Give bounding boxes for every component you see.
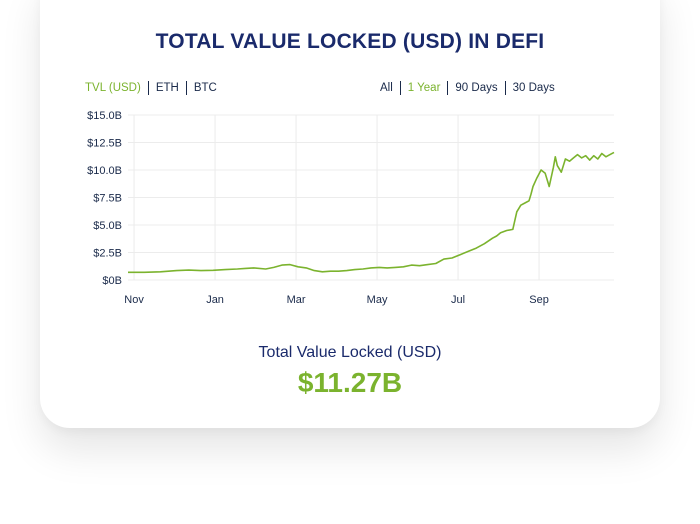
- y-tick-label: $0B: [102, 275, 122, 287]
- tab-separator: [447, 81, 449, 95]
- tab-1-year[interactable]: 1 Year: [407, 82, 441, 94]
- range-tabs: All 1 Year 90 Days 30 Days: [380, 81, 555, 95]
- y-tick-label: $5.0B: [93, 220, 122, 232]
- y-tick-label: $15.0B: [87, 110, 122, 122]
- tab-separator: [185, 81, 187, 95]
- tab-90-days[interactable]: 90 Days: [455, 82, 498, 94]
- tab-tvl-usd[interactable]: TVL (USD): [85, 82, 141, 94]
- tab-eth[interactable]: ETH: [155, 82, 179, 94]
- y-tick-label: $2.5B: [93, 248, 122, 260]
- tab-separator: [504, 81, 506, 95]
- page-title: TOTAL VALUE LOCKED (USD) IN DEFI: [155, 30, 545, 53]
- x-tick-label: Jul: [451, 294, 465, 306]
- tab-separator: [399, 81, 401, 95]
- x-tick-label: May: [367, 294, 388, 306]
- x-tick-label: Sep: [529, 294, 549, 306]
- x-tick-label: Nov: [124, 294, 144, 306]
- tab-30-days[interactable]: 30 Days: [512, 82, 555, 94]
- summary-value: $11.27B: [297, 367, 403, 398]
- y-axis: $0B $2.5B $5.0B $7.5B $10.0B $12.5B $15.0B: [87, 110, 122, 287]
- asset-tabs: TVL (USD) ETH BTC: [85, 81, 217, 95]
- tab-separator: [147, 81, 149, 95]
- x-tick-label: Jan: [206, 294, 224, 306]
- tvl-line-chart: $0B $2.5B $5.0B $7.5B $10.0B $12.5B $15.0B Nov…: [87, 110, 615, 306]
- chart-card: [40, 0, 660, 428]
- y-tick-label: $7.5B: [93, 193, 122, 205]
- y-tick-label: $12.5B: [87, 138, 122, 150]
- x-tick-label: Mar: [287, 294, 306, 306]
- summary-label: Total Value Locked (USD): [258, 344, 442, 361]
- tvl-series-line: [128, 151, 615, 274]
- chart-grid: [128, 114, 614, 281]
- tab-all[interactable]: All: [380, 82, 393, 94]
- tab-btc[interactable]: BTC: [193, 82, 217, 94]
- y-tick-label: $10.0B: [87, 165, 122, 177]
- x-axis: Nov Jan Mar May Jul Sep: [124, 294, 549, 306]
